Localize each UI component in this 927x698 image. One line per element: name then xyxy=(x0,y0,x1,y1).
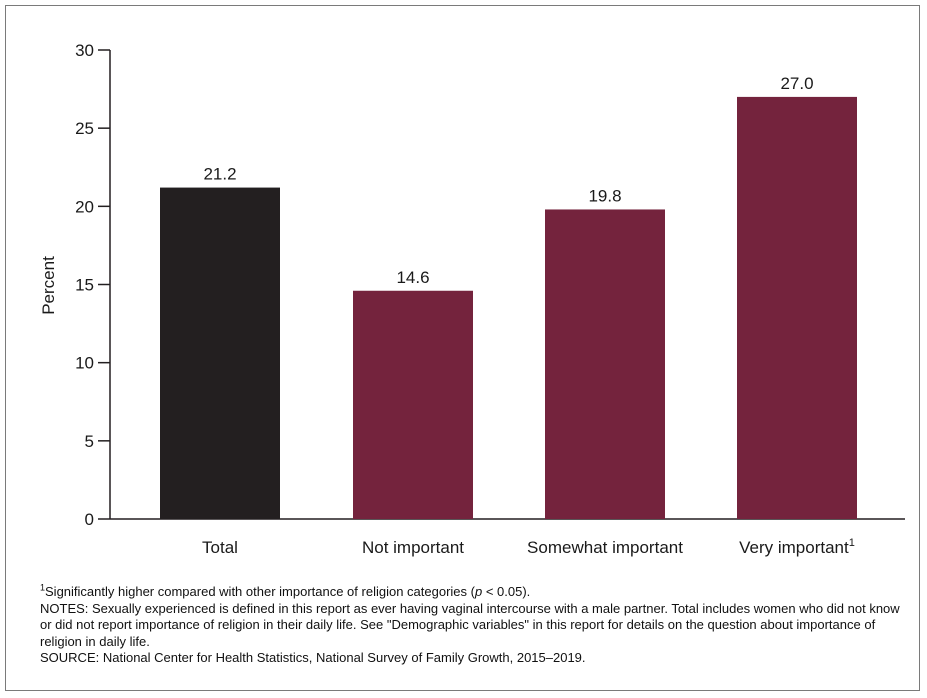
bar-chart: 0 5 10 15 20 25 30 Percent 21.2 Total 14.6 Not impo… xyxy=(39,41,905,557)
bar xyxy=(545,209,665,519)
x-tick-label: Very important1 xyxy=(739,537,855,557)
footnote-1-text-after: < 0.05). xyxy=(482,584,531,599)
y-axis-title: Percent xyxy=(39,256,58,315)
notes-text: NOTES: Sexually experienced is defined i… xyxy=(40,600,900,649)
bar-value-label: 27.0 xyxy=(780,74,813,93)
footnote-1-p-symbol: p xyxy=(474,584,483,599)
chart-notes: 1Significantly higher compared with othe… xyxy=(40,582,900,667)
y-tick-label: 5 xyxy=(85,432,94,451)
y-tick-label: 30 xyxy=(75,41,94,60)
bar-value-label: 21.2 xyxy=(203,165,236,184)
x-tick-label: Total xyxy=(202,538,238,557)
source-text: SOURCE: National Center for Health Stati… xyxy=(40,650,586,665)
x-tick-label: Somewhat important xyxy=(527,538,683,557)
bar-value-label: 14.6 xyxy=(396,268,429,287)
bar xyxy=(737,96,857,520)
bar-value-label: 19.8 xyxy=(588,186,621,205)
y-tick-label: 20 xyxy=(75,197,94,216)
footnote-marker: 1 xyxy=(40,582,46,593)
y-tick-label: 0 xyxy=(85,510,94,529)
footnote-1: 1Significantly higher compared with othe… xyxy=(40,582,900,601)
bar xyxy=(160,187,280,519)
bar xyxy=(353,290,473,519)
y-tick-label: 15 xyxy=(75,276,94,295)
x-tick-label-superscript: 1 xyxy=(849,537,855,549)
footnote-1-text-before: Significantly higher compared with other… xyxy=(45,584,475,599)
y-tick-label: 25 xyxy=(75,119,94,138)
chart-frame xyxy=(5,5,920,691)
y-tick-label: 10 xyxy=(75,354,94,373)
x-tick-label: Not important xyxy=(362,538,464,557)
